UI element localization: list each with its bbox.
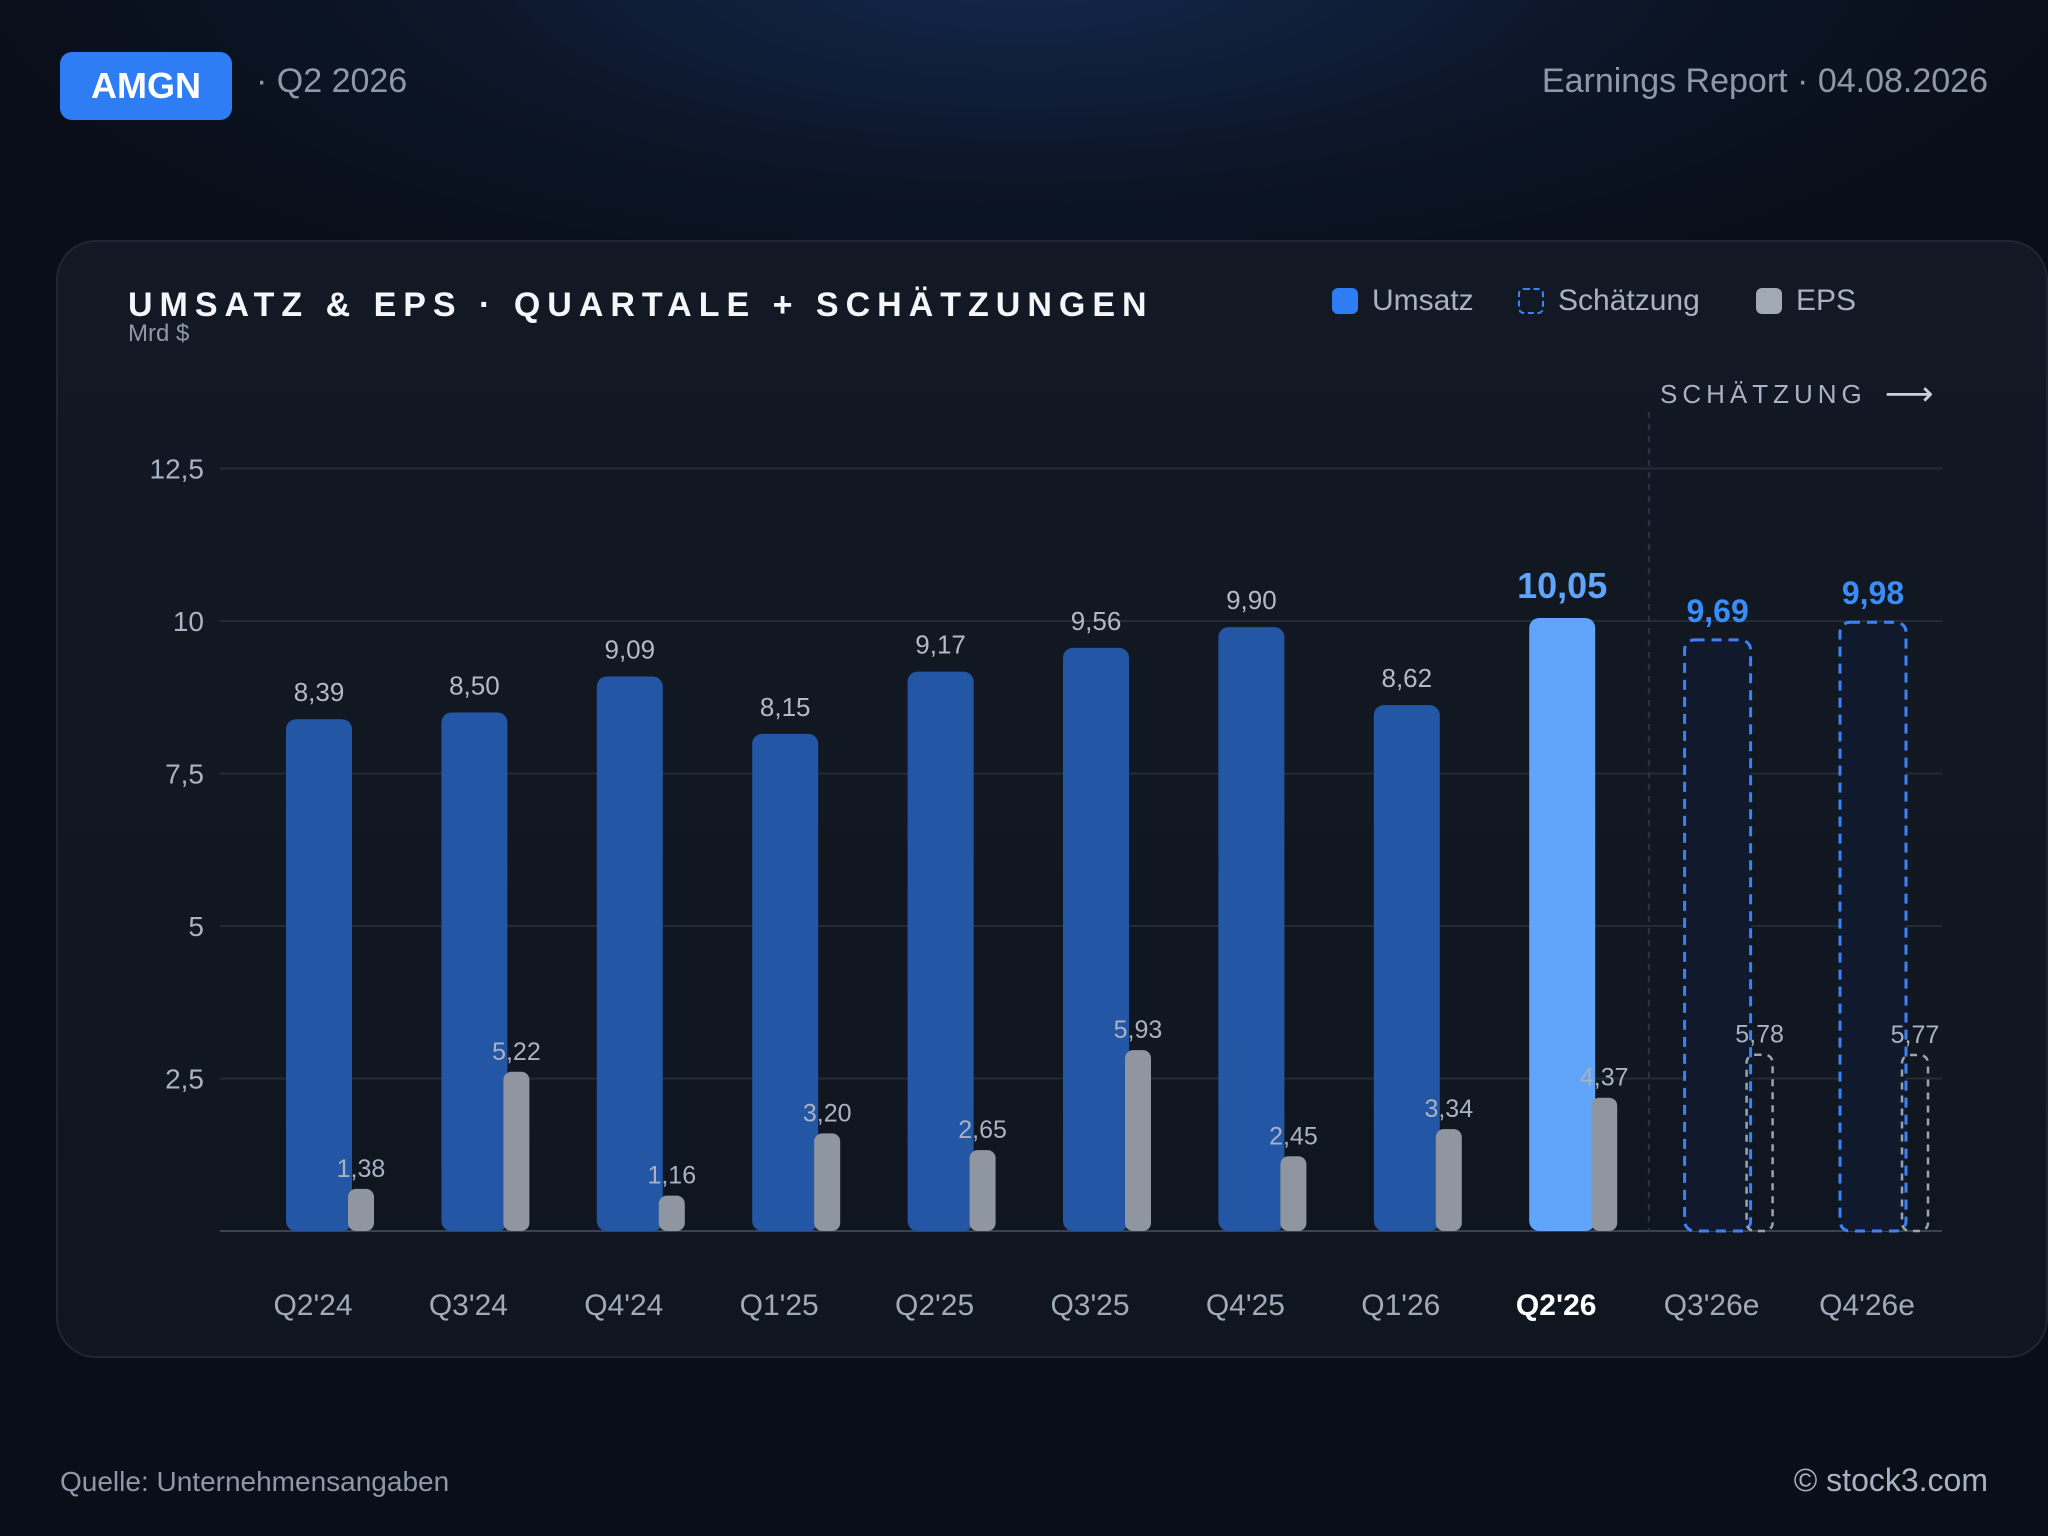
x-tick-label: Q4'24 (584, 1289, 663, 1322)
chart-unit: Mrd $ (128, 320, 190, 347)
report-period: · Q2 2026 (256, 62, 408, 100)
y-tick-label: 10 (173, 606, 204, 637)
revenue-bar (1063, 647, 1129, 1231)
eps-bar-estimate (1745, 1053, 1774, 1233)
chart-title: UMSATZ & EPS · QUARTALE + SCHÄTZUNGEN (128, 286, 1154, 324)
x-tick-label: Q3'24 (429, 1289, 508, 1322)
x-tick-label: Q2'25 (895, 1289, 974, 1322)
revenue-bar (441, 712, 508, 1231)
y-tick-label: 2,5 (165, 1064, 204, 1095)
revenue-value-label: 8,39 (294, 677, 345, 707)
revenue-value-label: 8,15 (760, 692, 811, 722)
revenue-bar (1218, 627, 1285, 1231)
eps-value-label: 5,93 (1114, 1016, 1163, 1044)
revenue-value-label: 9,69 (1686, 593, 1748, 629)
revenue-value-label: 9,98 (1842, 575, 1904, 611)
y-tick-label: 7,5 (165, 759, 204, 790)
eps-value-label: 1,16 (647, 1162, 696, 1190)
ticker-badge: AMGN (60, 52, 232, 120)
eps-value-label: 3,34 (1424, 1095, 1473, 1123)
legend-label-eps: EPS (1796, 284, 1857, 317)
revenue-value-label: 10,05 (1517, 565, 1607, 606)
eps-value-label: 2,65 (958, 1116, 1007, 1144)
estimate-marker-label: SCHÄTZUNG (1660, 378, 1867, 409)
eps-value-label: 5,22 (492, 1038, 541, 1066)
revenue-bar (286, 719, 352, 1231)
legend-item-revenue: Umsatz (1332, 284, 1474, 318)
eps-bar (1280, 1156, 1307, 1231)
eps-value-label: 5,78 (1735, 1021, 1784, 1049)
eps-bar-estimate (1900, 1053, 1930, 1233)
footer-source: Quelle: Unternehmensangaben (60, 1466, 450, 1497)
revenue-bar (752, 733, 819, 1231)
legend-label-revenue: Umsatz (1372, 284, 1474, 317)
revenue-bar (1373, 705, 1440, 1231)
y-tick-label: 12,5 (150, 454, 205, 485)
estimate-marker: SCHÄTZUNG ⟶ (1660, 374, 1934, 414)
revenue-value-label: 9,17 (915, 630, 966, 660)
legend-item-eps: EPS (1756, 284, 1856, 318)
x-tick-label: Q3'25 (1050, 1289, 1129, 1322)
x-tick-label: Q4'26e (1819, 1289, 1915, 1322)
x-tick-label: Q4'25 (1206, 1289, 1285, 1322)
eps-bar (503, 1071, 530, 1231)
eps-value-label: 3,20 (803, 1099, 852, 1127)
legend-swatch-eps (1756, 288, 1782, 314)
eps-value-label: 2,45 (1269, 1122, 1318, 1150)
report-date: Earnings Report · 04.08.2026 (1541, 62, 1988, 100)
eps-value-label: 4,37 (1580, 1064, 1629, 1092)
eps-bar (658, 1195, 685, 1231)
x-tick-label: Q1'25 (740, 1289, 819, 1322)
eps-value-label: 1,38 (337, 1155, 386, 1183)
x-tick-label: Q2'24 (273, 1289, 352, 1322)
eps-bar (814, 1133, 841, 1231)
revenue-value-label: 8,50 (449, 671, 500, 701)
legend-label-estimate: Schätzung (1558, 284, 1700, 317)
revenue-value-label: 9,90 (1226, 585, 1277, 615)
eps-bar (1125, 1050, 1151, 1231)
revenue-value-label: 9,56 (1071, 606, 1122, 636)
legend-swatch-revenue (1332, 288, 1358, 314)
revenue-value-label: 8,62 (1381, 663, 1432, 693)
arrow-right-icon: ⟶ (1884, 375, 1934, 413)
revenue-bar (596, 676, 663, 1231)
eps-bar (1435, 1129, 1462, 1231)
x-tick-label: Q1'26 (1361, 1289, 1440, 1322)
legend-swatch-estimate (1518, 288, 1544, 314)
eps-bar (969, 1150, 996, 1231)
x-tick-label: Q3'26e (1664, 1289, 1760, 1322)
revenue-bar (907, 671, 974, 1231)
revenue-bar-estimate (1838, 620, 1908, 1233)
revenue-bar-estimate (1683, 638, 1753, 1233)
y-tick-label: 5 (188, 911, 204, 942)
legend-item-estimate: Schätzung (1518, 284, 1700, 318)
revenue-bar-current (1529, 617, 1596, 1231)
eps-value-label: 5,77 (1891, 1021, 1940, 1049)
revenue-value-label: 9,09 (604, 635, 655, 665)
eps-bar (348, 1188, 374, 1231)
x-tick-label: Q2'26 (1516, 1289, 1597, 1322)
eps-bar (1591, 1097, 1618, 1231)
footer-brand: © stock3.com (1793, 1462, 1988, 1498)
